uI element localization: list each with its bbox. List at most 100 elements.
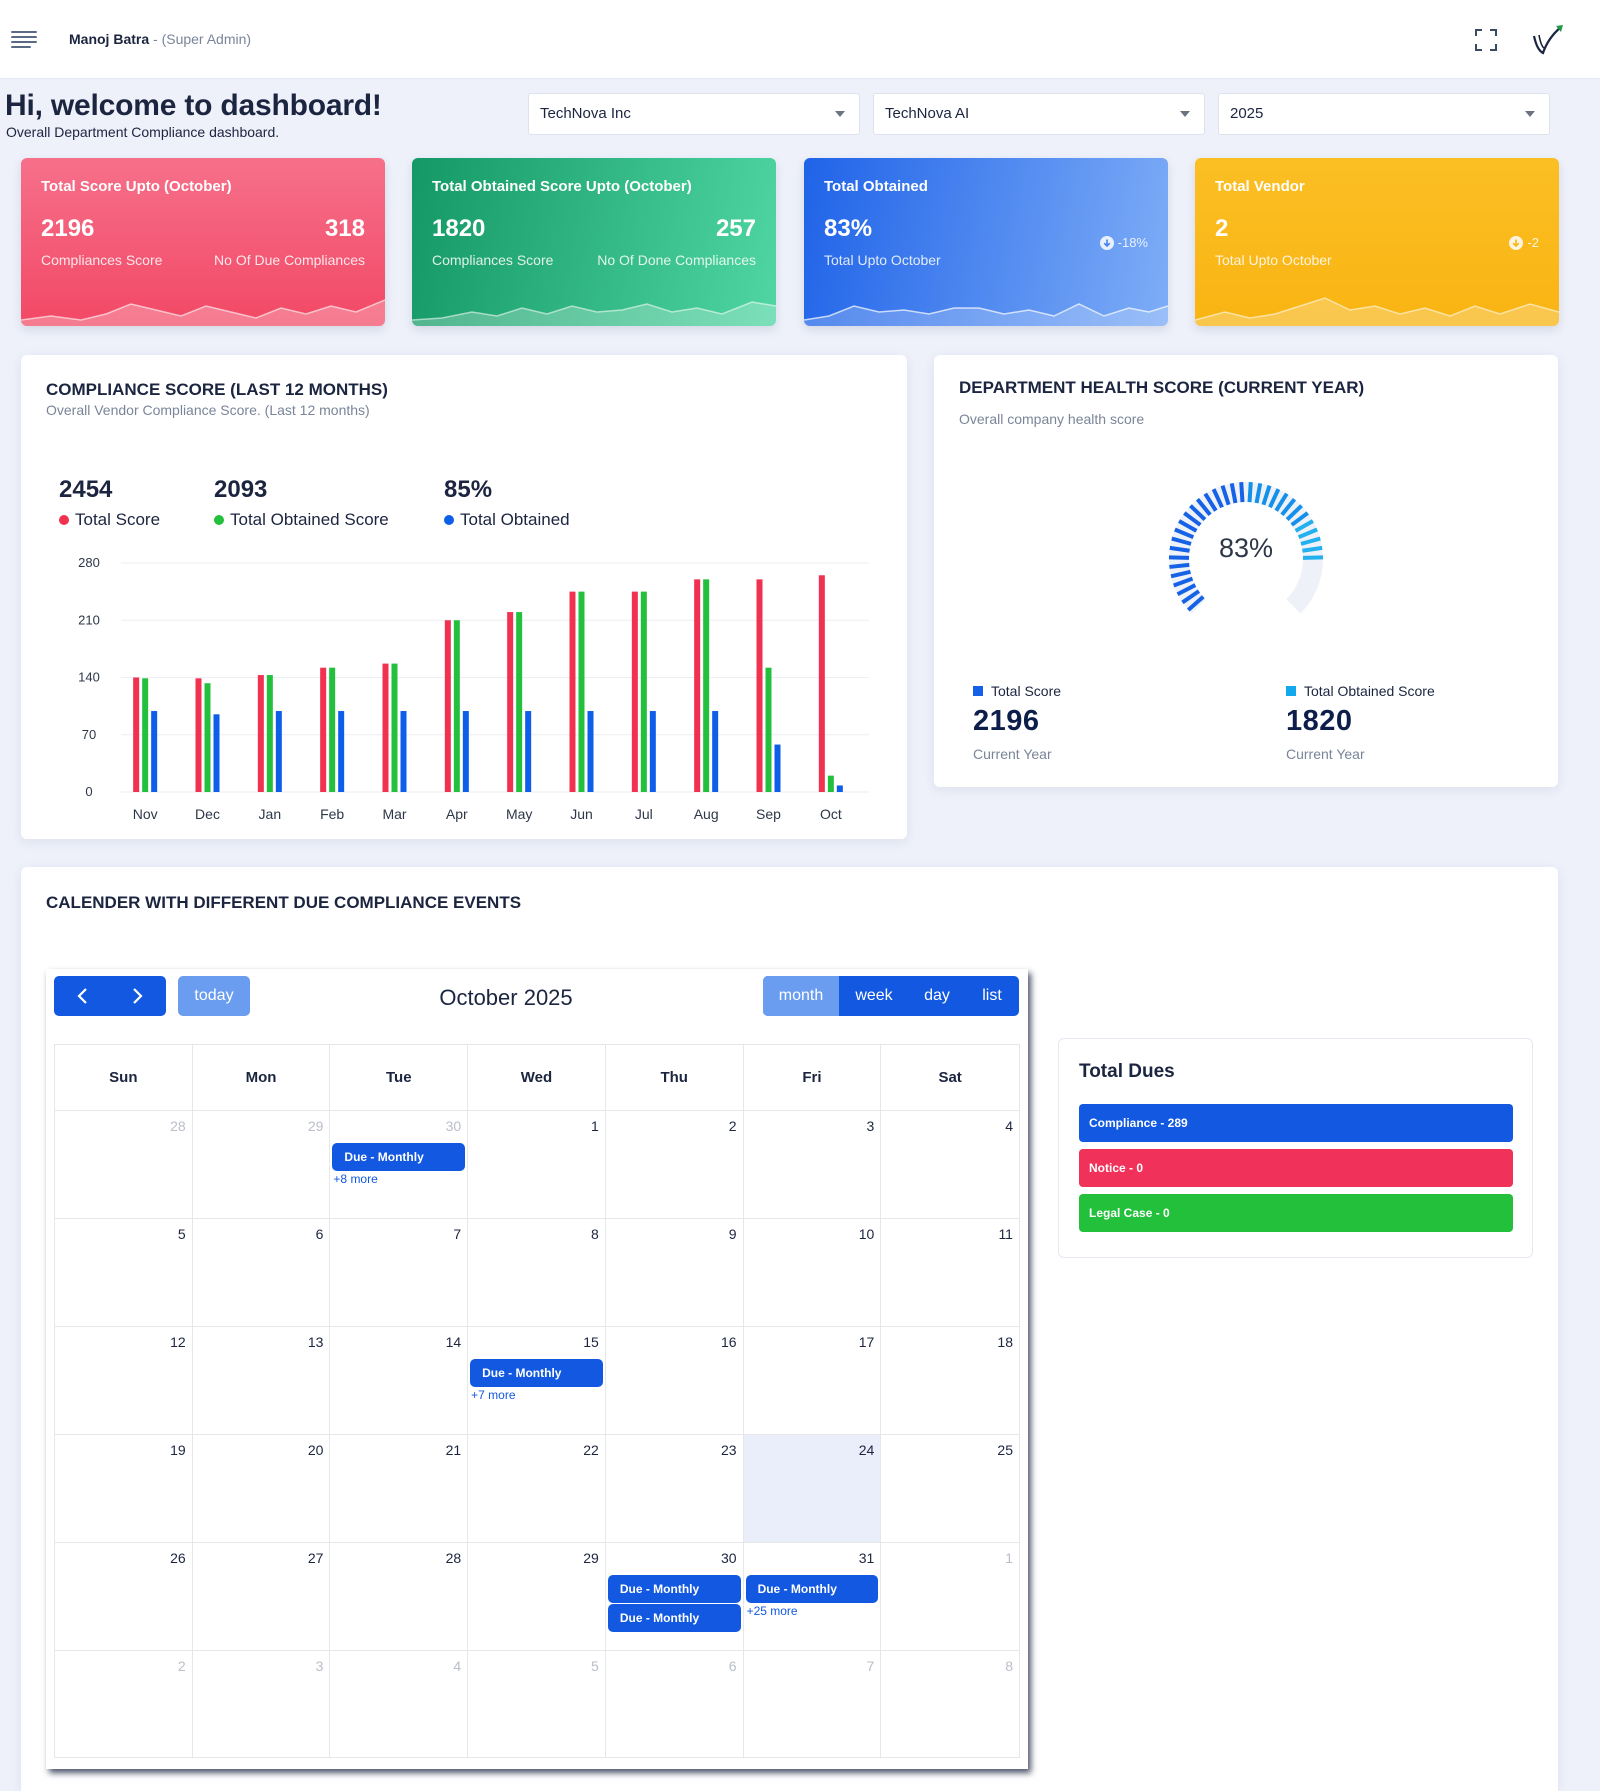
day-number[interactable]: 15 bbox=[583, 1334, 599, 1350]
day-number[interactable]: 22 bbox=[583, 1442, 599, 1458]
more-events-link[interactable]: +8 more bbox=[333, 1172, 378, 1186]
calendar-day-cell[interactable]: 1 bbox=[468, 1111, 606, 1218]
calendar-day-cell[interactable]: 6 bbox=[606, 1651, 744, 1757]
day-number[interactable]: 7 bbox=[453, 1226, 462, 1242]
day-number[interactable]: 1 bbox=[591, 1118, 599, 1134]
calendar-day-cell[interactable]: 2 bbox=[55, 1651, 193, 1757]
day-number[interactable]: 31 bbox=[858, 1550, 875, 1566]
day-number[interactable]: 1 bbox=[1005, 1550, 1013, 1566]
day-number[interactable]: 3 bbox=[315, 1658, 324, 1674]
calendar-day-cell[interactable]: 17 bbox=[744, 1327, 882, 1434]
company-select[interactable]: TechNova Inc bbox=[528, 93, 860, 135]
calendar-day-cell[interactable]: 28 bbox=[330, 1543, 469, 1650]
calendar-event[interactable]: Due - Monthly bbox=[332, 1143, 466, 1171]
day-number[interactable]: 5 bbox=[177, 1226, 186, 1242]
calendar-day-cell[interactable]: 7 bbox=[744, 1651, 882, 1757]
day-number[interactable]: 8 bbox=[1005, 1658, 1013, 1674]
day-number[interactable]: 27 bbox=[307, 1550, 324, 1566]
day-number[interactable]: 2 bbox=[177, 1658, 186, 1674]
day-number[interactable]: 4 bbox=[1005, 1118, 1013, 1134]
today-button[interactable]: today bbox=[178, 976, 250, 1016]
calendar-day-cell[interactable]: 29 bbox=[193, 1111, 331, 1218]
day-number[interactable]: 30 bbox=[720, 1550, 737, 1566]
calendar-day-cell[interactable]: 16 bbox=[606, 1327, 744, 1434]
view-list-button[interactable]: list bbox=[982, 987, 1002, 1004]
day-number[interactable]: 24 bbox=[858, 1442, 875, 1458]
calendar-day-cell[interactable]: 2 bbox=[606, 1111, 744, 1218]
calendar-day-cell[interactable]: 13 bbox=[193, 1327, 331, 1434]
calendar-day-cell[interactable]: 19 bbox=[55, 1435, 193, 1542]
dues-notice-bar[interactable]: Notice - 0 bbox=[1079, 1149, 1513, 1187]
day-number[interactable]: 17 bbox=[858, 1334, 875, 1350]
calendar-day-cell[interactable]: 23 bbox=[606, 1435, 744, 1542]
calendar-day-cell[interactable]: 20 bbox=[193, 1435, 331, 1542]
calendar-day-cell[interactable]: 4 bbox=[330, 1651, 469, 1757]
calendar-day-cell[interactable]: 21 bbox=[330, 1435, 469, 1542]
calendar-day-cell[interactable]: 11 bbox=[881, 1219, 1019, 1326]
calendar-day-cell[interactable]: 5 bbox=[468, 1651, 606, 1757]
calendar-day-cell[interactable]: 30 Due - Monthly Due - Monthly bbox=[606, 1543, 744, 1650]
calendar-day-cell[interactable]: 9 bbox=[606, 1219, 744, 1326]
calendar-day-cell[interactable]: 4 bbox=[881, 1111, 1019, 1218]
calendar-day-cell[interactable]: 30 Due - Monthly +8 more bbox=[330, 1111, 469, 1218]
calendar-event[interactable]: Due - Monthly bbox=[745, 1575, 879, 1603]
calendar-day-cell[interactable]: 18 bbox=[881, 1327, 1019, 1434]
calendar-day-cell[interactable]: 10 bbox=[744, 1219, 882, 1326]
day-number[interactable]: 29 bbox=[307, 1118, 324, 1134]
day-number[interactable]: 16 bbox=[720, 1334, 737, 1350]
day-number[interactable]: 4 bbox=[453, 1658, 462, 1674]
prev-month-button[interactable] bbox=[54, 976, 110, 1016]
day-number[interactable]: 8 bbox=[591, 1226, 599, 1242]
day-number[interactable]: 21 bbox=[445, 1442, 462, 1458]
department-select[interactable]: TechNova AI bbox=[873, 93, 1205, 135]
day-number[interactable]: 3 bbox=[866, 1118, 875, 1134]
day-number[interactable]: 29 bbox=[583, 1550, 599, 1566]
calendar-event[interactable]: Due - Monthly bbox=[607, 1575, 741, 1603]
calendar-day-cell[interactable]: 15 Due - Monthly +7 more bbox=[468, 1327, 606, 1434]
calendar-day-cell[interactable]: 5 bbox=[55, 1219, 193, 1326]
view-week-button[interactable]: week bbox=[855, 987, 893, 1004]
day-number[interactable]: 26 bbox=[170, 1550, 186, 1566]
day-number[interactable]: 6 bbox=[728, 1658, 737, 1674]
calendar-day-cell[interactable]: 31 Due - Monthly +25 more bbox=[744, 1543, 882, 1650]
day-number[interactable]: 7 bbox=[866, 1658, 875, 1674]
dues-compliance-bar[interactable]: Compliance - 289 bbox=[1079, 1104, 1513, 1142]
more-events-link[interactable]: +25 more bbox=[746, 1604, 798, 1618]
day-number[interactable]: 6 bbox=[315, 1226, 324, 1242]
calendar-day-cell[interactable]: 25 bbox=[881, 1435, 1019, 1542]
hamburger-menu-icon[interactable] bbox=[11, 31, 37, 49]
day-number[interactable]: 30 bbox=[445, 1118, 462, 1134]
day-number[interactable]: 28 bbox=[445, 1550, 462, 1566]
day-number[interactable]: 10 bbox=[858, 1226, 875, 1242]
day-number[interactable]: 18 bbox=[997, 1334, 1013, 1350]
day-number[interactable]: 20 bbox=[307, 1442, 324, 1458]
day-number[interactable]: 2 bbox=[728, 1118, 737, 1134]
calendar-day-cell[interactable]: 8 bbox=[468, 1219, 606, 1326]
day-number[interactable]: 11 bbox=[998, 1226, 1013, 1242]
next-month-button[interactable] bbox=[110, 976, 166, 1016]
day-number[interactable]: 9 bbox=[728, 1226, 737, 1242]
year-select[interactable]: 2025 bbox=[1218, 93, 1550, 135]
day-number[interactable]: 19 bbox=[170, 1442, 186, 1458]
calendar-day-cell[interactable]: 22 bbox=[468, 1435, 606, 1542]
calendar-day-cell[interactable]: 3 bbox=[193, 1651, 331, 1757]
calendar-day-cell[interactable]: 12 bbox=[55, 1327, 193, 1434]
calendar-day-cell[interactable]: 27 bbox=[193, 1543, 331, 1650]
day-number[interactable]: 25 bbox=[997, 1442, 1013, 1458]
calendar-day-cell[interactable]: 14 bbox=[330, 1327, 469, 1434]
view-day-button[interactable]: day bbox=[924, 987, 950, 1004]
checkmark-logo-icon[interactable] bbox=[1531, 24, 1565, 56]
view-month-button[interactable]: month bbox=[763, 976, 839, 1016]
day-number[interactable]: 28 bbox=[170, 1118, 186, 1134]
dues-legal-case-bar[interactable]: Legal Case - 0 bbox=[1079, 1194, 1513, 1232]
calendar-day-cell[interactable]: 8 bbox=[881, 1651, 1019, 1757]
day-number[interactable]: 5 bbox=[591, 1658, 599, 1674]
calendar-day-cell[interactable]: 26 bbox=[55, 1543, 193, 1650]
calendar-day-cell[interactable]: 28 bbox=[55, 1111, 193, 1218]
calendar-day-cell[interactable]: 7 bbox=[330, 1219, 469, 1326]
calendar-day-cell[interactable]: 3 bbox=[744, 1111, 882, 1218]
calendar-day-cell[interactable]: 29 bbox=[468, 1543, 606, 1650]
day-number[interactable]: 12 bbox=[170, 1334, 186, 1350]
day-number[interactable]: 14 bbox=[445, 1334, 462, 1350]
more-events-link[interactable]: +7 more bbox=[471, 1388, 516, 1402]
